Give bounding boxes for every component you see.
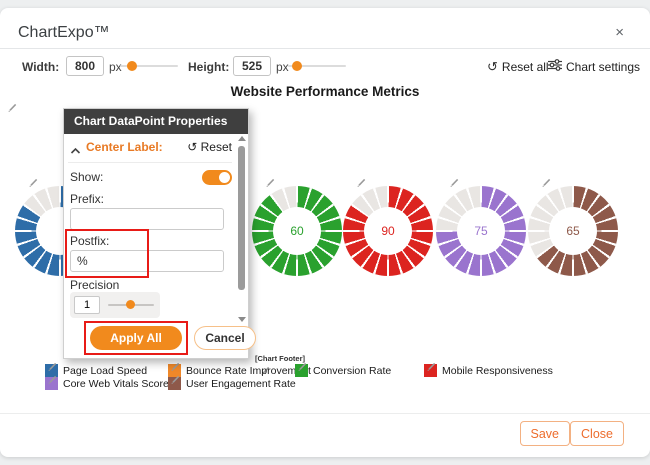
donut-center: 75	[457, 207, 505, 255]
legend-swatch	[45, 362, 58, 377]
edit-datapoint-pencil-icon[interactable]	[355, 176, 367, 188]
height-slider[interactable]	[288, 61, 346, 71]
toggle-knob	[219, 172, 230, 183]
legend-item: Core Web Vitals Score	[45, 375, 169, 390]
edit-datapoint-pencil-icon[interactable]	[264, 176, 276, 188]
close-button[interactable]: Close	[570, 421, 624, 446]
reset-all-icon: ↺	[487, 59, 498, 74]
edit-datapoint-pencil-icon[interactable]	[540, 176, 552, 188]
legend-item: Bounce Rate Improvement	[168, 362, 311, 377]
legend-label: Page Load Speed	[63, 364, 148, 377]
header-divider	[0, 48, 650, 49]
donut-gauge: 65	[528, 178, 618, 276]
scrollbar-thumb[interactable]	[238, 146, 245, 290]
chart-settings-label: Chart settings	[566, 59, 641, 74]
size-toolbar: Width: px Height: px ↺ Reset all Chart s…	[0, 49, 650, 83]
scrollbar-down-icon[interactable]	[238, 317, 246, 322]
donut-gauge: 60	[252, 178, 342, 276]
legend-item: User Engagement Rate	[168, 375, 296, 390]
datapoint-properties-panel: Chart DataPoint Properties Center Label:…	[63, 108, 256, 359]
panel-divider	[68, 162, 232, 163]
width-slider[interactable]	[120, 61, 178, 71]
panel-reset-button[interactable]: ↺ Reset	[187, 140, 232, 154]
precision-slider-handle[interactable]	[126, 300, 136, 309]
donut-center: 60	[273, 207, 321, 255]
chart-footer-placeholder[interactable]: [Chart Footer]	[255, 354, 305, 375]
width-label: Width:	[22, 60, 60, 74]
legend-swatch	[45, 375, 58, 390]
height-slider-handle[interactable]	[292, 61, 302, 71]
donut-gauge: 75	[436, 178, 526, 276]
donut-center-label: 60	[290, 224, 304, 238]
reset-all-button[interactable]: ↺ Reset all	[487, 59, 549, 75]
panel-title: Chart DataPoint Properties	[64, 109, 248, 134]
center-label-section[interactable]: Center Label:	[86, 140, 163, 154]
width-unit: px	[109, 60, 122, 74]
reset-all-label: Reset all	[501, 60, 549, 74]
footer-divider	[0, 413, 650, 414]
chart-settings-button[interactable]: Chart settings	[548, 59, 640, 74]
scrollbar-up-icon[interactable]	[238, 136, 246, 141]
chart-settings-icon	[548, 59, 562, 74]
precision-label: Precision	[70, 278, 120, 292]
width-input[interactable]	[66, 56, 104, 76]
height-label: Height:	[188, 60, 230, 74]
width-slider-handle[interactable]	[127, 61, 137, 71]
panel-scrollbar[interactable]	[237, 136, 246, 322]
prefix-input[interactable]	[70, 208, 224, 230]
close-icon[interactable]: ×	[615, 24, 624, 41]
edit-footer-pencil-icon[interactable]	[259, 364, 309, 376]
donut-center-label: 65	[566, 224, 580, 238]
chart-title: Website Performance Metrics	[0, 84, 650, 113]
precision-slider[interactable]	[108, 300, 154, 309]
donut-center: 90	[364, 207, 412, 255]
donut-center: 65	[549, 207, 597, 255]
postfix-input[interactable]	[70, 250, 224, 272]
show-toggle[interactable]	[202, 170, 232, 185]
edit-datapoint-pencil-icon[interactable]	[27, 176, 39, 188]
precision-input[interactable]	[74, 296, 100, 314]
cancel-button[interactable]: Cancel	[194, 326, 256, 350]
apply-all-button[interactable]: Apply All	[90, 326, 182, 350]
legend-swatch	[168, 362, 181, 377]
prefix-label: Prefix:	[70, 192, 105, 206]
legend-label: Core Web Vitals Score	[63, 377, 169, 390]
postfix-label: Postfix:	[70, 234, 110, 248]
legend-swatch	[424, 362, 437, 377]
precision-control	[70, 292, 160, 318]
legend-item: Page Load Speed	[45, 362, 148, 377]
chart-legend: [Chart Footer] Page Load Speed Bounce Ra…	[0, 8, 650, 457]
height-input[interactable]	[233, 56, 271, 76]
chartexpo-dialog: ChartExpo™ × Width: px Height: px ↺ Rese…	[0, 8, 650, 457]
show-label: Show:	[70, 170, 104, 184]
chevron-up-icon[interactable]	[70, 142, 81, 160]
edit-datapoint-pencil-icon[interactable]	[448, 176, 460, 188]
legend-label: Bounce Rate Improvement	[186, 364, 311, 377]
legend-label: Conversion Rate	[313, 364, 392, 377]
edit-title-pencil-icon[interactable]	[6, 101, 650, 113]
legend-swatch	[295, 362, 308, 377]
app-title: ChartExpo™	[18, 24, 110, 41]
donut-center-label: 90	[381, 224, 395, 238]
legend-item: Conversion Rate	[295, 362, 392, 377]
legend-swatch	[168, 375, 181, 390]
save-button[interactable]: Save	[519, 421, 570, 446]
legend-item: Mobile Responsiveness	[424, 362, 553, 377]
height-unit: px	[276, 60, 289, 74]
donut-gauge: 90	[343, 178, 433, 276]
donut-center-label: 75	[474, 224, 488, 238]
legend-label: User Engagement Rate	[186, 377, 296, 390]
legend-label: Mobile Responsiveness	[442, 364, 553, 377]
